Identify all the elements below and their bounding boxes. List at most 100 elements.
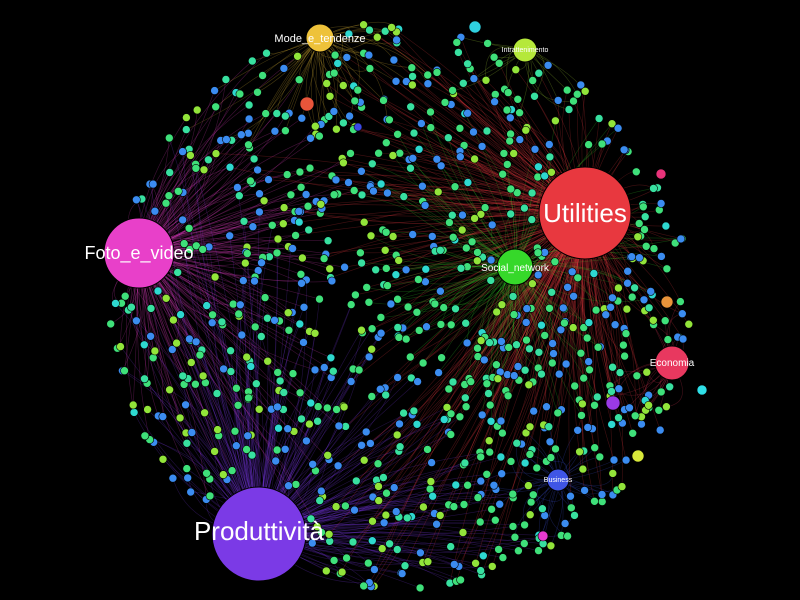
graph-node[interactable] [423, 79, 433, 88]
graph-node[interactable] [295, 388, 305, 398]
graph-node[interactable] [477, 142, 487, 151]
graph-node[interactable] [244, 128, 253, 138]
accent-node-a1[interactable] [299, 96, 315, 112]
graph-node[interactable] [512, 340, 521, 350]
graph-node[interactable] [327, 276, 337, 286]
graph-node[interactable] [376, 328, 386, 338]
graph-node[interactable] [590, 400, 599, 410]
graph-node[interactable] [406, 102, 416, 112]
graph-node[interactable] [432, 68, 442, 77]
graph-node[interactable] [415, 583, 425, 593]
graph-node[interactable] [444, 384, 454, 394]
graph-node[interactable] [461, 243, 471, 253]
graph-node[interactable] [244, 140, 253, 150]
graph-node[interactable] [608, 469, 618, 478]
graph-node[interactable] [319, 363, 329, 372]
graph-node[interactable] [306, 134, 315, 143]
graph-node[interactable] [332, 405, 341, 414]
graph-node[interactable] [178, 147, 187, 156]
graph-node[interactable] [273, 402, 282, 412]
graph-node[interactable] [267, 221, 277, 230]
graph-node[interactable] [379, 518, 389, 528]
graph-node[interactable] [554, 369, 564, 379]
graph-node[interactable] [482, 126, 492, 136]
graph-node[interactable] [497, 337, 506, 346]
graph-node[interactable] [584, 140, 593, 149]
graph-node[interactable] [479, 355, 489, 365]
graph-node[interactable] [279, 64, 289, 73]
graph-node[interactable] [487, 220, 497, 230]
graph-node[interactable] [563, 531, 572, 541]
graph-node[interactable] [226, 367, 236, 376]
hub-node-economia[interactable]: Economia [650, 345, 695, 381]
hub-circle-economia[interactable] [654, 345, 690, 381]
graph-node[interactable] [389, 55, 399, 65]
graph-node[interactable] [547, 168, 556, 177]
graph-node[interactable] [547, 287, 557, 297]
graph-node[interactable] [655, 425, 665, 435]
graph-node[interactable] [191, 164, 201, 173]
graph-node[interactable] [305, 419, 314, 429]
graph-node[interactable] [432, 154, 442, 164]
graph-node[interactable] [161, 198, 171, 208]
graph-node[interactable] [589, 269, 599, 278]
graph-node[interactable] [490, 90, 500, 99]
graph-node[interactable] [333, 461, 343, 471]
graph-node[interactable] [140, 340, 149, 350]
graph-node[interactable] [399, 192, 409, 201]
graph-node[interactable] [263, 356, 273, 366]
graph-node[interactable] [236, 300, 245, 310]
graph-node[interactable] [366, 231, 376, 241]
accent-node-a9[interactable] [353, 122, 363, 132]
graph-node[interactable] [261, 109, 271, 118]
graph-node[interactable] [497, 469, 507, 479]
graph-node[interactable] [504, 343, 514, 352]
graph-node[interactable] [556, 325, 566, 335]
graph-node[interactable] [392, 430, 402, 440]
graph-node[interactable] [489, 480, 499, 490]
graph-node[interactable] [328, 366, 338, 376]
graph-node[interactable] [509, 149, 519, 158]
graph-node[interactable] [414, 326, 424, 335]
graph-node[interactable] [370, 565, 379, 574]
graph-node[interactable] [551, 444, 560, 454]
graph-node[interactable] [230, 426, 240, 436]
graph-node[interactable] [485, 400, 495, 410]
graph-node[interactable] [381, 138, 391, 147]
graph-node[interactable] [249, 154, 259, 164]
graph-node[interactable] [637, 419, 646, 429]
graph-node[interactable] [275, 376, 285, 386]
graph-node[interactable] [237, 330, 247, 340]
graph-node[interactable] [186, 151, 195, 160]
graph-node[interactable] [551, 116, 560, 126]
graph-node[interactable] [544, 140, 554, 149]
graph-node[interactable] [471, 558, 480, 568]
graph-node[interactable] [544, 422, 554, 432]
graph-node[interactable] [458, 210, 467, 220]
graph-node[interactable] [455, 412, 465, 422]
graph-node[interactable] [623, 266, 633, 276]
graph-node[interactable] [641, 242, 651, 251]
graph-node[interactable] [389, 483, 399, 492]
graph-node[interactable] [393, 373, 402, 382]
graph-node[interactable] [324, 529, 334, 539]
graph-node[interactable] [642, 367, 652, 377]
graph-node[interactable] [380, 26, 390, 36]
graph-node[interactable] [202, 301, 211, 310]
graph-node[interactable] [475, 517, 485, 527]
graph-node[interactable] [210, 447, 219, 456]
graph-node[interactable] [211, 149, 221, 158]
graph-node[interactable] [606, 302, 615, 312]
graph-node[interactable] [379, 96, 388, 105]
graph-node[interactable] [175, 413, 185, 423]
graph-node[interactable] [537, 369, 546, 379]
graph-node[interactable] [346, 300, 356, 309]
graph-node[interactable] [212, 389, 222, 398]
graph-node[interactable] [350, 96, 360, 106]
graph-node[interactable] [546, 541, 556, 551]
graph-node[interactable] [470, 154, 479, 164]
graph-node[interactable] [561, 359, 571, 369]
graph-node[interactable] [426, 107, 435, 117]
graph-node[interactable] [331, 502, 341, 511]
graph-node[interactable] [435, 511, 445, 520]
